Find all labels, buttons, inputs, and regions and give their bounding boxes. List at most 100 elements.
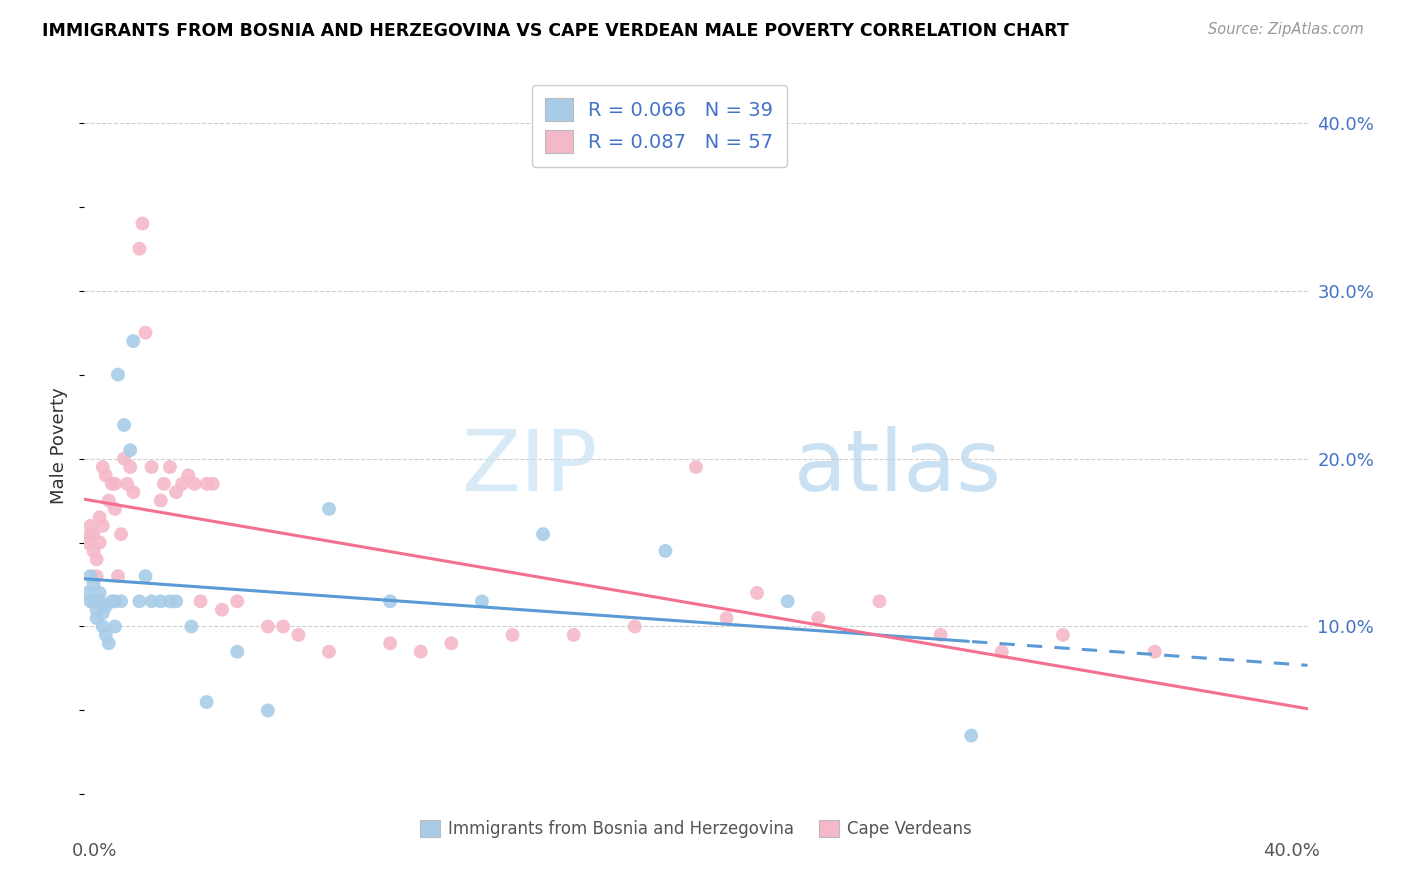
Point bbox=[86, 552, 108, 566]
Point bbox=[91, 460, 114, 475]
Point bbox=[380, 636, 402, 650]
Point bbox=[79, 594, 101, 608]
Point bbox=[101, 594, 124, 608]
Point bbox=[86, 603, 108, 617]
Point bbox=[141, 594, 163, 608]
Point bbox=[149, 493, 172, 508]
Point bbox=[271, 619, 294, 633]
Point bbox=[531, 527, 554, 541]
Point bbox=[97, 636, 120, 650]
Point bbox=[624, 619, 647, 633]
Point bbox=[201, 476, 224, 491]
Point bbox=[120, 460, 142, 475]
Point bbox=[76, 586, 98, 600]
Point bbox=[122, 334, 145, 348]
Point bbox=[107, 569, 129, 583]
Point bbox=[122, 485, 145, 500]
Point bbox=[440, 636, 463, 650]
Point bbox=[89, 510, 111, 524]
Point bbox=[83, 577, 105, 591]
Point bbox=[165, 594, 187, 608]
Point bbox=[685, 460, 707, 475]
Point bbox=[318, 502, 340, 516]
Point bbox=[89, 586, 111, 600]
Point bbox=[94, 468, 117, 483]
Point bbox=[380, 594, 402, 608]
Point bbox=[654, 544, 676, 558]
Point bbox=[94, 599, 117, 614]
Point bbox=[131, 217, 153, 231]
Point bbox=[86, 569, 108, 583]
Point bbox=[716, 611, 738, 625]
Point bbox=[471, 594, 494, 608]
Point bbox=[115, 476, 138, 491]
Point bbox=[91, 619, 114, 633]
Point bbox=[409, 645, 432, 659]
Point bbox=[226, 645, 249, 659]
Legend: Immigrants from Bosnia and Herzegovina, Cape Verdeans: Immigrants from Bosnia and Herzegovina, … bbox=[413, 813, 979, 845]
Point bbox=[165, 485, 187, 500]
Point bbox=[83, 544, 105, 558]
Point bbox=[107, 368, 129, 382]
Point bbox=[86, 611, 108, 625]
Text: ZIP: ZIP bbox=[461, 425, 598, 509]
Point bbox=[776, 594, 799, 608]
Point bbox=[211, 603, 233, 617]
Point bbox=[91, 518, 114, 533]
Point bbox=[159, 460, 181, 475]
Point bbox=[807, 611, 830, 625]
Point bbox=[83, 527, 105, 541]
Point bbox=[991, 645, 1014, 659]
Y-axis label: Male Poverty: Male Poverty bbox=[51, 388, 69, 504]
Point bbox=[135, 326, 157, 340]
Point bbox=[190, 594, 212, 608]
Point bbox=[104, 619, 127, 633]
Point bbox=[960, 729, 983, 743]
Point bbox=[135, 569, 157, 583]
Point bbox=[172, 476, 194, 491]
Point bbox=[104, 476, 127, 491]
Point bbox=[195, 695, 218, 709]
Text: IMMIGRANTS FROM BOSNIA AND HERZEGOVINA VS CAPE VERDEAN MALE POVERTY CORRELATION : IMMIGRANTS FROM BOSNIA AND HERZEGOVINA V… bbox=[42, 22, 1069, 40]
Point bbox=[141, 460, 163, 475]
Point bbox=[89, 594, 111, 608]
Point bbox=[76, 535, 98, 549]
Point bbox=[869, 594, 891, 608]
Point bbox=[94, 628, 117, 642]
Point bbox=[747, 586, 769, 600]
Point bbox=[128, 242, 150, 256]
Point bbox=[128, 594, 150, 608]
Point bbox=[159, 594, 181, 608]
Point bbox=[929, 628, 952, 642]
Point bbox=[120, 443, 142, 458]
Point bbox=[79, 527, 101, 541]
Point bbox=[110, 594, 132, 608]
Point bbox=[257, 619, 280, 633]
Point bbox=[83, 594, 105, 608]
Point bbox=[79, 569, 101, 583]
Point bbox=[112, 417, 135, 432]
Point bbox=[104, 502, 127, 516]
Point bbox=[562, 628, 585, 642]
Point bbox=[149, 594, 172, 608]
Point bbox=[318, 645, 340, 659]
Point bbox=[287, 628, 309, 642]
Text: 40.0%: 40.0% bbox=[1263, 842, 1320, 860]
Point bbox=[195, 476, 218, 491]
Point bbox=[180, 619, 202, 633]
Point bbox=[502, 628, 524, 642]
Point bbox=[89, 535, 111, 549]
Point bbox=[112, 451, 135, 466]
Text: atlas: atlas bbox=[794, 425, 1002, 509]
Point bbox=[1143, 645, 1166, 659]
Point bbox=[79, 518, 101, 533]
Point bbox=[104, 594, 127, 608]
Text: Source: ZipAtlas.com: Source: ZipAtlas.com bbox=[1208, 22, 1364, 37]
Point bbox=[101, 476, 124, 491]
Point bbox=[177, 468, 200, 483]
Point bbox=[153, 476, 176, 491]
Point bbox=[91, 606, 114, 620]
Point bbox=[257, 703, 280, 717]
Point bbox=[97, 493, 120, 508]
Point bbox=[110, 527, 132, 541]
